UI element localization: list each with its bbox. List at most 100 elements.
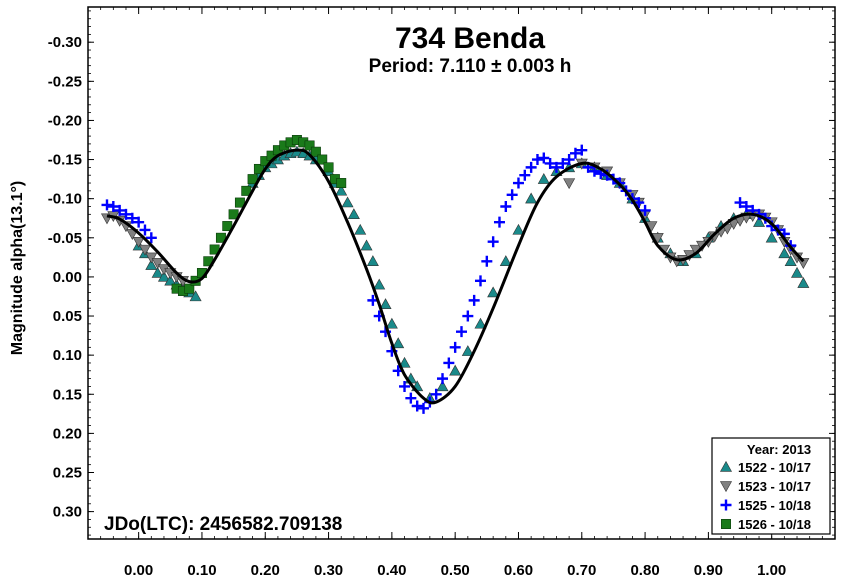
data-point <box>157 270 170 282</box>
data-point <box>474 317 487 329</box>
legend-label: 1525 - 10/18 <box>738 498 811 513</box>
data-point <box>500 201 512 212</box>
data-point <box>506 189 518 201</box>
data-point <box>418 402 430 414</box>
data-point <box>784 255 797 266</box>
data-point <box>519 169 531 181</box>
legend-entry: 1523 - 10/17 <box>719 479 811 494</box>
y-tick-label: -0.10 <box>48 191 82 208</box>
data-point <box>126 212 138 224</box>
data-point <box>335 184 348 196</box>
data-point <box>114 204 126 216</box>
data-point <box>354 223 367 235</box>
data-point <box>132 237 145 248</box>
data-point <box>323 162 334 173</box>
legend-label: 1522 - 10/17 <box>738 460 811 475</box>
data-point <box>138 244 151 256</box>
data-point <box>317 154 328 165</box>
legend-marker <box>721 519 731 529</box>
data-point <box>449 364 462 376</box>
data-point <box>563 178 576 190</box>
data-point <box>151 258 164 269</box>
data-point <box>145 232 157 244</box>
y-tick-label: 0.25 <box>53 465 82 482</box>
data-point <box>456 326 467 338</box>
x-tick-label: 0.80 <box>630 562 659 579</box>
data-point <box>499 255 512 266</box>
legend: Year: 2013 1522 - 10/17 1523 - 10/17 1525 … <box>711 437 831 535</box>
data-point <box>588 165 600 177</box>
data-point <box>531 154 543 166</box>
series-3 <box>101 144 797 414</box>
data-point <box>512 223 525 235</box>
fit-curve <box>106 148 805 405</box>
data-point <box>360 239 373 251</box>
data-point <box>797 277 810 288</box>
x-tick-label: 0.00 <box>124 562 153 579</box>
y-tick-label: 0.10 <box>53 347 82 364</box>
data-point <box>398 356 411 368</box>
data-point <box>443 357 455 369</box>
data-point <box>740 201 752 212</box>
y-tick-label: 0.30 <box>53 504 82 521</box>
data-point <box>474 275 486 287</box>
legend-marker <box>720 499 732 511</box>
data-point <box>563 154 575 166</box>
data-point <box>639 204 651 216</box>
data-point <box>189 290 202 302</box>
data-point <box>107 201 119 212</box>
y-axis: -0.30 -0.25 -0.20 -0.15 -0.10 -0.05 0.00 0.05 0.… <box>48 10 835 536</box>
data-point <box>462 310 474 322</box>
data-point <box>411 400 423 412</box>
y-tick-label: 0.15 <box>53 386 82 403</box>
data-point <box>164 274 177 286</box>
data-point <box>145 252 158 264</box>
legend-box <box>711 437 831 535</box>
legend-entries: 1522 - 10/17 1523 - 10/17 1525 - 10/18 1526… <box>719 460 811 532</box>
x-tick-label: 0.90 <box>694 562 723 579</box>
data-point <box>461 345 474 356</box>
x-tick-label: 0.10 <box>187 562 216 579</box>
data-point <box>753 216 766 227</box>
data-point <box>651 233 664 244</box>
data-point <box>537 172 550 184</box>
y-tick-label: -0.05 <box>48 230 82 247</box>
jdo-annotation: JDo(LTC): 2456582.709138 <box>104 514 342 535</box>
data-point <box>487 286 500 298</box>
data-point <box>145 259 158 270</box>
data-point <box>576 144 588 156</box>
data-point <box>550 161 562 173</box>
y-tick-label: 0.20 <box>53 425 82 442</box>
x-tick-label: 0.30 <box>314 562 343 579</box>
data-point <box>430 388 442 400</box>
data-point <box>557 157 569 169</box>
data-point <box>336 178 347 189</box>
y-axis-label: Magnitude alpha(13.1°) <box>9 181 26 355</box>
y-tick-label: -0.15 <box>48 152 82 169</box>
data-point <box>493 216 505 228</box>
data-point <box>544 157 556 169</box>
y-tick-label: -0.25 <box>48 73 82 90</box>
data-point <box>385 317 398 329</box>
x-axis: 0.00 0.10 0.20 0.30 0.40 0.50 0.60 0.70 0.80 0.90… <box>87 7 823 579</box>
data-point <box>310 146 321 157</box>
data-point <box>184 283 195 294</box>
data-point <box>734 197 746 209</box>
data-point <box>797 258 810 269</box>
data-point <box>139 224 151 236</box>
x-tick-label: 0.50 <box>441 562 470 579</box>
data-point <box>247 174 258 185</box>
data-point <box>569 147 581 159</box>
x-tick-label: 0.60 <box>504 562 533 579</box>
data-point <box>373 278 386 290</box>
legend-marker <box>719 460 733 472</box>
data-point <box>525 161 537 173</box>
data-point <box>347 208 360 220</box>
legend-entry: 1526 - 10/18 <box>721 517 811 532</box>
data-point <box>366 255 379 266</box>
legend-label: 1523 - 10/17 <box>738 479 811 494</box>
data-point <box>538 152 550 164</box>
legend-entry: 1522 - 10/17 <box>719 460 811 475</box>
data-point <box>101 199 113 211</box>
